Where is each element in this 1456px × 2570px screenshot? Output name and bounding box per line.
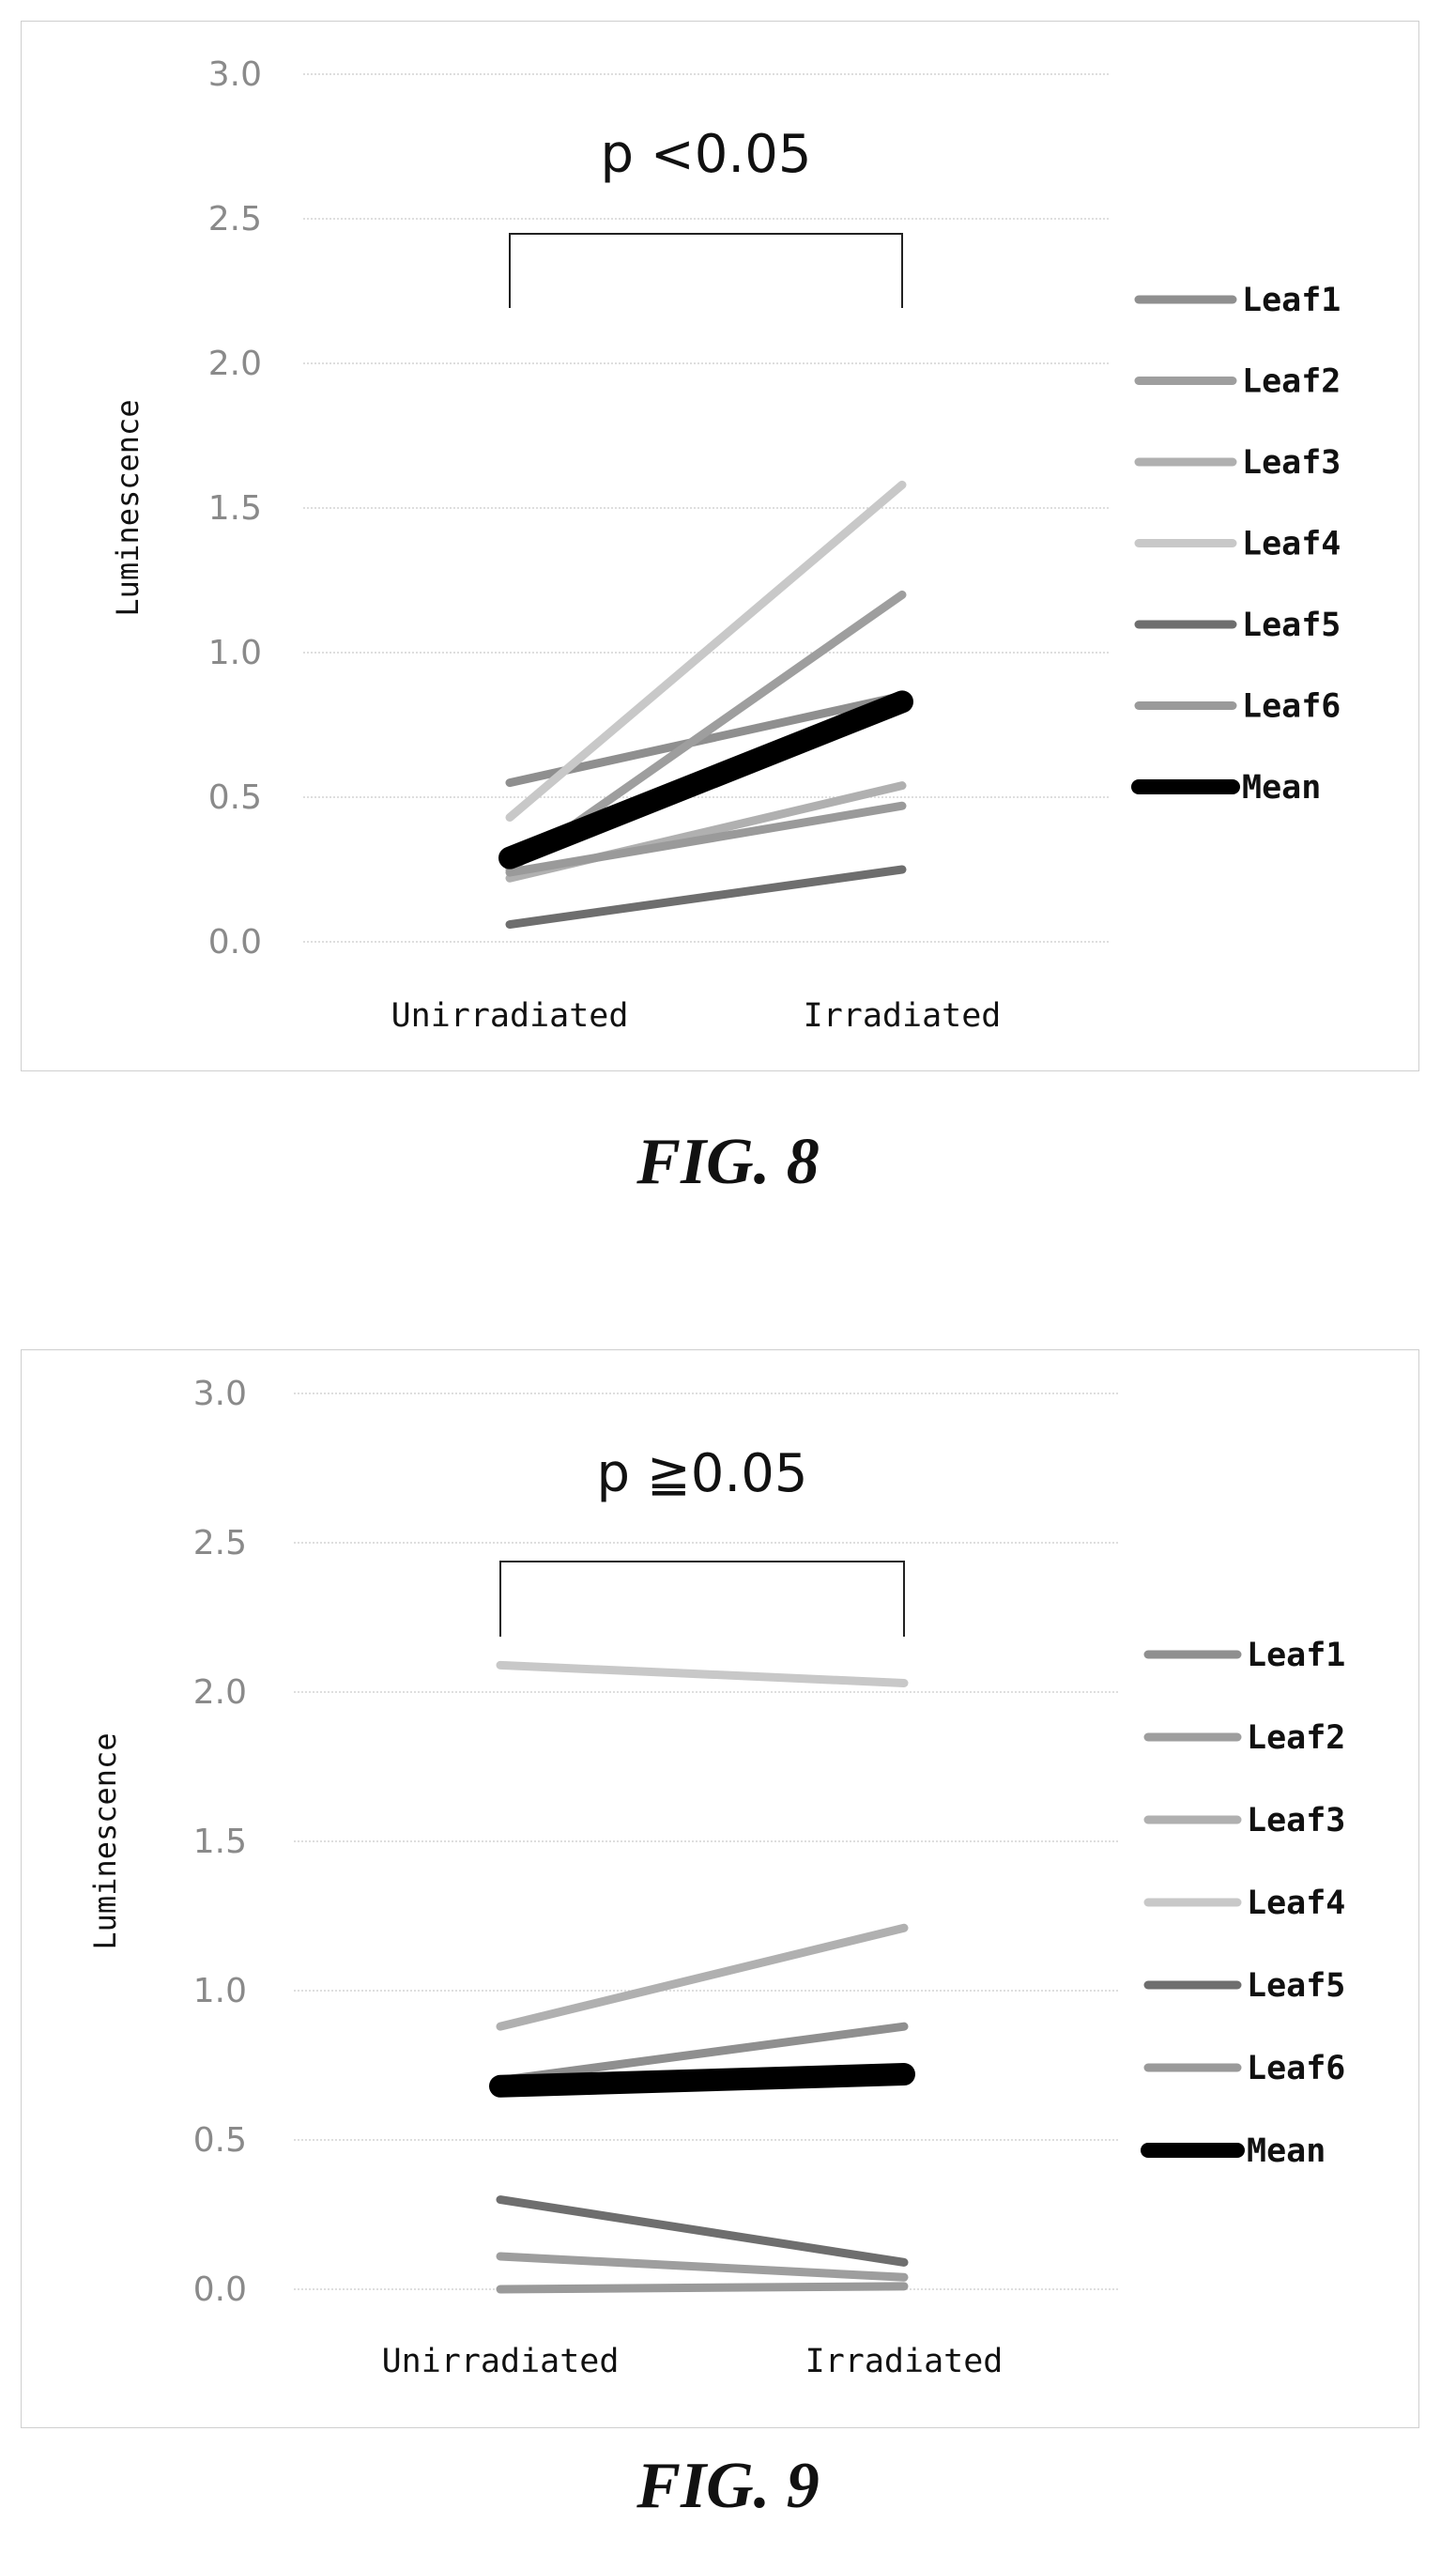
series-line-leaf5 [505, 865, 907, 930]
x-category-label: Irradiated [805, 2343, 1004, 2380]
y-tick-label: 1.5 [208, 489, 262, 528]
y-axis-label: Luminescence [110, 399, 146, 616]
series-line-leaf1 [496, 2022, 909, 2085]
series-line-leaf1 [505, 691, 907, 788]
legend-label-leaf6: Leaf6 [1242, 688, 1341, 726]
y-axis-label: Luminescence [87, 1732, 123, 1949]
y-tick-label: 2.0 [208, 345, 262, 383]
x-category-label: Irradiated [804, 997, 1002, 1035]
legend-label-leaf4: Leaf4 [1242, 526, 1341, 563]
y-tick-label: 0.5 [193, 2121, 247, 2160]
y-tick-label: 0.5 [208, 778, 262, 817]
y-tick-label: 1.5 [193, 1823, 247, 1861]
legend-label-leaf2: Leaf2 [1242, 363, 1341, 401]
chart-panel-fig9: 0.0 0.5 1.0 1.5 2.0 2.5 3.0 Luminescence Unirrad… [21, 1349, 1419, 2428]
legend-label-leaf3: Leaf3 [1242, 444, 1341, 482]
legend-label-leaf6: Leaf6 [1247, 2050, 1345, 2087]
p-value-annotation: p <0.05 [601, 124, 812, 185]
series-line-leaf6 [496, 2282, 909, 2294]
significance-bracket [499, 1561, 905, 1637]
series-line-leaf5 [496, 2195, 909, 2267]
line-chart-fig8: 0.0 0.5 1.0 1.5 2.0 2.5 3.0 Luminescence Unirrad… [110, 55, 1341, 1035]
series-line-leaf3 [496, 1923, 909, 2031]
y-tick-label: 3.0 [193, 1375, 247, 1413]
y-tick-label: 0.0 [208, 923, 262, 962]
legend-label-leaf4: Leaf4 [1247, 1885, 1345, 1922]
y-tick-label: 2.5 [193, 1524, 247, 1562]
legend-label-mean: Mean [1247, 2132, 1326, 2170]
series-line-leaf2 [496, 2252, 909, 2282]
legend-label-leaf2: Leaf2 [1247, 1719, 1345, 1757]
significance-bracket [509, 233, 903, 308]
y-tick-label: 1.0 [193, 1972, 247, 2010]
legend-label-leaf5: Leaf5 [1242, 607, 1341, 644]
legend-label-leaf1: Leaf1 [1247, 1637, 1345, 1674]
line-chart-fig9: 0.0 0.5 1.0 1.5 2.0 2.5 3.0 Luminescence Unirrad… [87, 1375, 1345, 2380]
x-category-label: Unirradiated [382, 2343, 620, 2380]
legend-label-leaf3: Leaf3 [1247, 1802, 1345, 1839]
series-line-mean [498, 690, 913, 869]
series-line-mean [489, 2063, 915, 2098]
legend-label-leaf5: Leaf5 [1247, 1967, 1345, 2005]
series-line-leaf4 [496, 1660, 909, 1687]
p-value-annotation: p ≧0.05 [597, 1443, 808, 1504]
figure-caption-fig8: FIG. 8 [636, 1126, 820, 1198]
x-category-label: Unirradiated [391, 997, 629, 1035]
figure-caption-fig9: FIG. 9 [636, 2450, 820, 2522]
legend-label-leaf1: Leaf1 [1242, 282, 1341, 319]
chart-panel-fig8: 0.0 0.5 1.0 1.5 2.0 2.5 3.0 Luminescence Unirrad… [21, 21, 1419, 1071]
y-tick-label: 2.0 [193, 1673, 247, 1712]
y-tick-label: 2.5 [208, 200, 262, 239]
y-tick-label: 3.0 [208, 55, 262, 94]
y-tick-label: 1.0 [208, 634, 262, 672]
series-line-leaf6 [505, 801, 907, 877]
y-tick-label: 0.0 [193, 2270, 247, 2309]
legend-label-mean: Mean [1242, 769, 1321, 807]
series-line-leaf4 [505, 480, 907, 823]
